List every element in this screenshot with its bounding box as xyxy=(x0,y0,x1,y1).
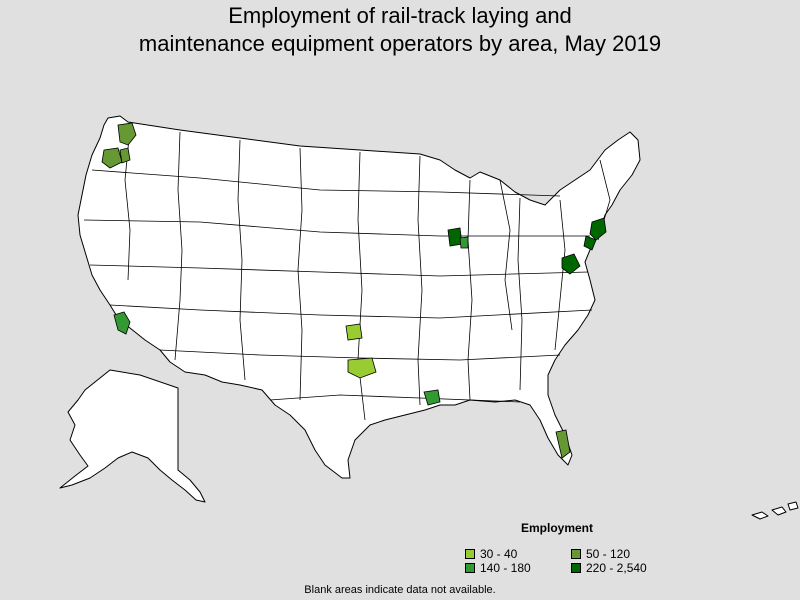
legend-label: 50 - 120 xyxy=(586,547,631,561)
area-new-york xyxy=(589,217,607,241)
area-dc xyxy=(561,253,581,275)
legend-swatch xyxy=(465,563,475,573)
legend-swatch xyxy=(571,549,581,559)
legend: Employment 30 - 40 50 - 120 140 - 180 22… xyxy=(463,520,663,580)
hawaii-shape xyxy=(771,506,787,516)
legend-label: 220 - 2,540 xyxy=(586,561,647,575)
area-oklahoma xyxy=(345,323,363,341)
map-title-line1: Employment of rail-track laying and xyxy=(228,3,572,28)
contiguous-us-shape xyxy=(77,115,641,479)
hawaii-shape xyxy=(787,501,799,511)
hawaii-shape xyxy=(751,511,769,520)
legend-swatch xyxy=(465,549,475,559)
area-portland-east xyxy=(119,147,131,164)
area-chicago xyxy=(447,227,463,247)
legend-swatch xyxy=(571,563,581,573)
area-philadelphia xyxy=(583,235,597,251)
area-los-angeles xyxy=(113,311,131,335)
area-louisiana xyxy=(423,389,441,406)
colored-areas xyxy=(101,122,607,459)
alaska-shape xyxy=(59,369,206,503)
legend-label: 30 - 40 xyxy=(480,547,518,561)
area-chicago-south xyxy=(459,236,469,249)
map-title: Employment of rail-track laying and main… xyxy=(0,2,800,58)
area-florida xyxy=(555,429,571,459)
area-seattle xyxy=(117,122,137,146)
map-title-line2: maintenance equipment operators by area,… xyxy=(138,31,662,56)
legend-label: 140 - 180 xyxy=(480,561,531,575)
area-portland xyxy=(101,147,123,169)
area-boundaries xyxy=(83,127,611,421)
area-dallas xyxy=(347,357,377,379)
footnote: Blank areas indicate data not available. xyxy=(304,584,496,596)
legend-title: Employment xyxy=(521,521,594,535)
